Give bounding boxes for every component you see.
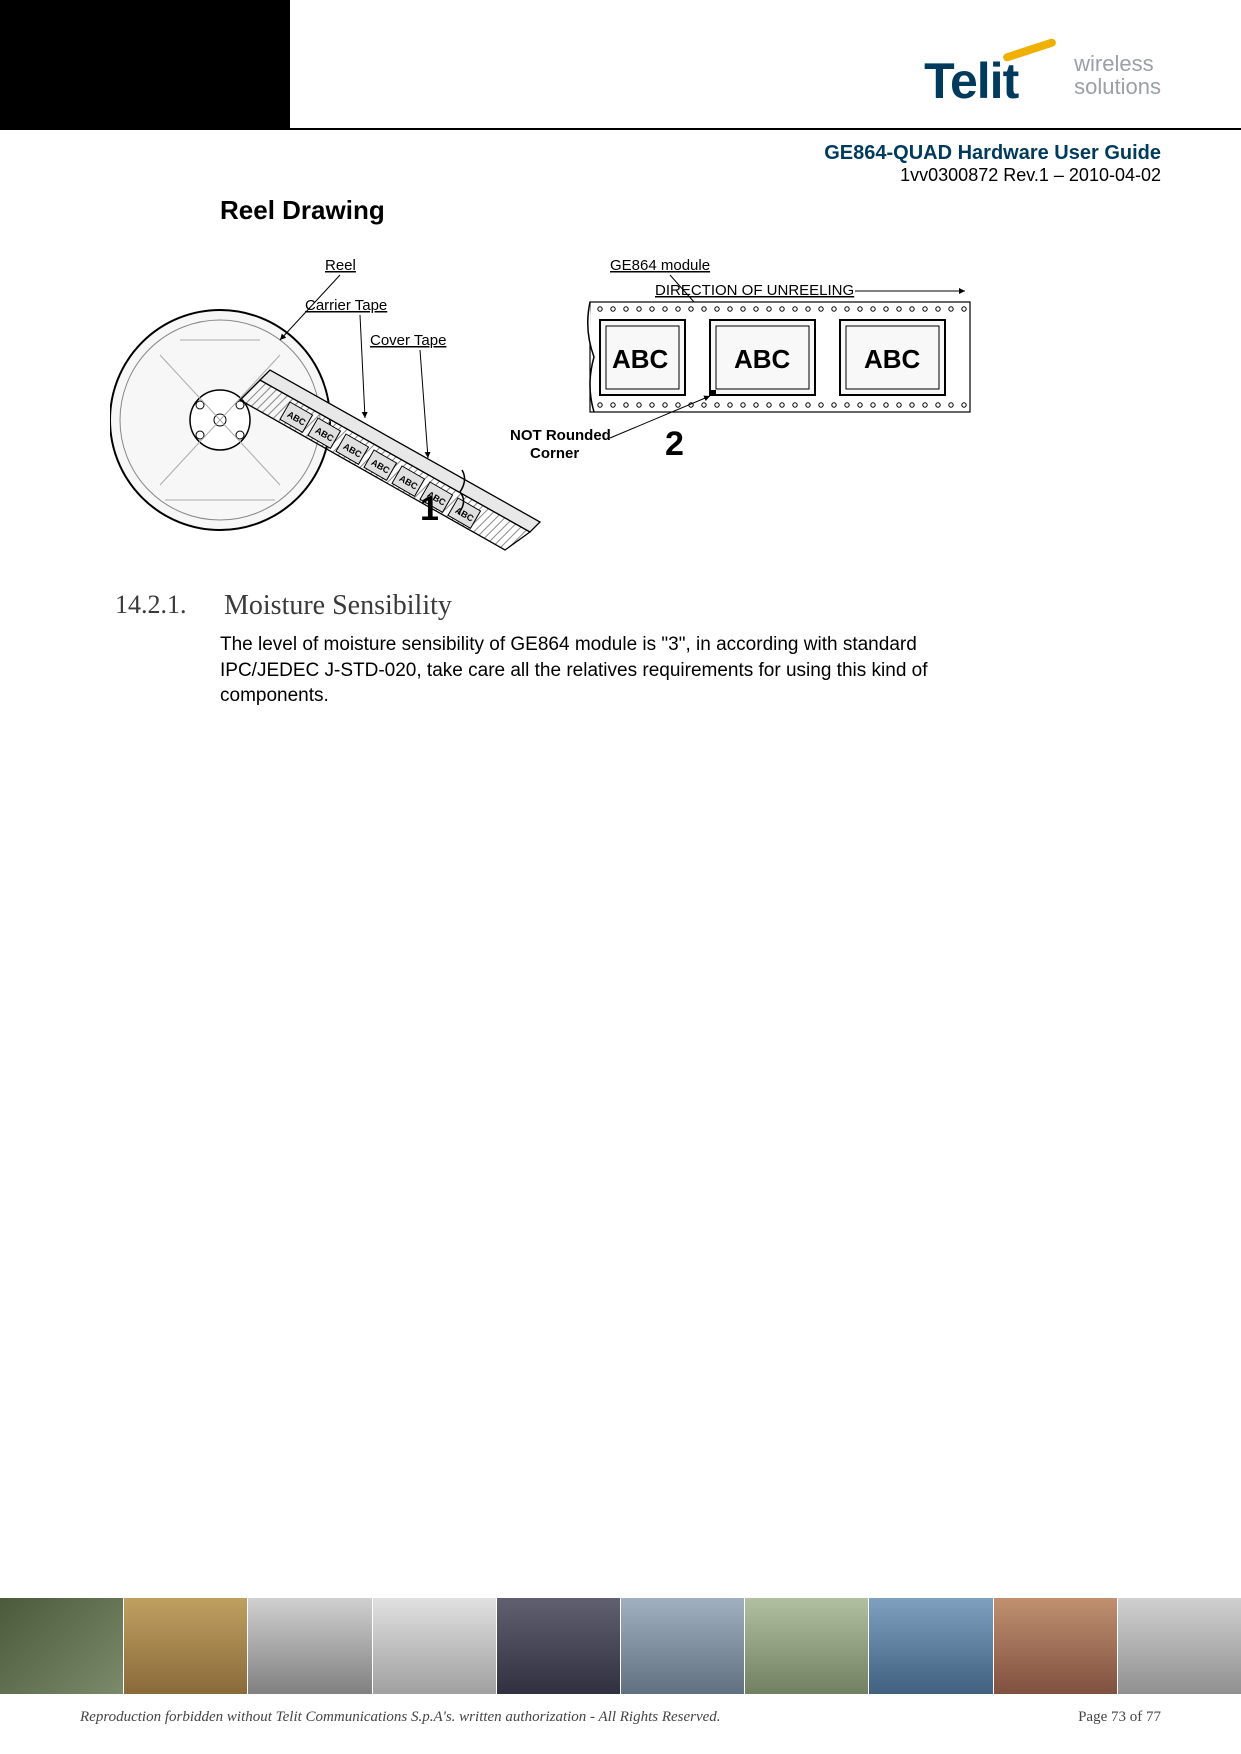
logo-mark: Telit [924,40,1064,110]
document-header: GE864-QUAD Hardware User Guide 1vv030087… [824,142,1161,186]
footer-tile [1117,1598,1241,1694]
footer-tile [0,1598,123,1694]
logo: Telit wireless solutions [924,40,1161,110]
document-title: GE864-QUAD Hardware User Guide [824,142,1161,165]
footer-tile [372,1598,496,1694]
footer-tile [868,1598,992,1694]
diagram-number-2: 2 [665,425,684,463]
subsection-number: 14.2.1. [115,590,220,620]
footer-tile [744,1598,868,1694]
label-not-rounded-1: NOT Rounded [510,427,611,444]
tagline-line1: wireless [1074,52,1161,75]
subsection-moisture: 14.2.1. Moisture Sensibility The level o… [115,590,985,709]
subsection-body: The level of moisture sensibility of GE8… [220,632,985,709]
label-cover-tape: Cover Tape [370,332,446,349]
svg-text:ABC: ABC [612,344,669,374]
header-black-block [0,0,290,130]
footer-tile [620,1598,744,1694]
subsection-title: Moisture Sensibility [224,590,452,622]
label-carrier-tape: Carrier Tape [305,297,387,314]
module-3: ABC [840,320,945,395]
label-reel: Reel [325,257,356,274]
label-ge864-module: GE864 module [610,257,710,274]
logo-text: Telit [924,52,1018,110]
footer-text: Reproduction forbidden without Telit Com… [80,1709,1161,1726]
svg-text:ABC: ABC [864,344,921,374]
module-1: ABC [600,320,685,395]
footer-tile [247,1598,371,1694]
footer-tile [123,1598,247,1694]
tagline-line2: solutions [1074,75,1161,98]
footer-tile [993,1598,1117,1694]
section-title: Reel Drawing [220,195,385,226]
label-direction: DIRECTION OF UNREELING [655,282,854,299]
footer-tile [496,1598,620,1694]
label-not-rounded-2: Corner [530,445,579,462]
footer-page-number: Page 73 of 77 [1078,1709,1161,1726]
svg-text:ABC: ABC [734,344,791,374]
footer-copyright: Reproduction forbidden without Telit Com… [80,1709,721,1726]
header-divider [0,128,1241,130]
module-2: ABC [710,320,815,396]
diagram-number-1: 1 [420,490,439,528]
reel-diagram: ABC ABC ABC ABC ABC ABC ABC Reel Carrier… [110,250,980,560]
carrier-strip-top: DIRECTION OF UNREELING GE864 module [588,257,970,412]
document-revision: 1vv0300872 Rev.1 – 2010-04-02 [824,165,1161,186]
footer-image-strip [0,1598,1241,1694]
logo-tagline: wireless solutions [1074,52,1161,98]
